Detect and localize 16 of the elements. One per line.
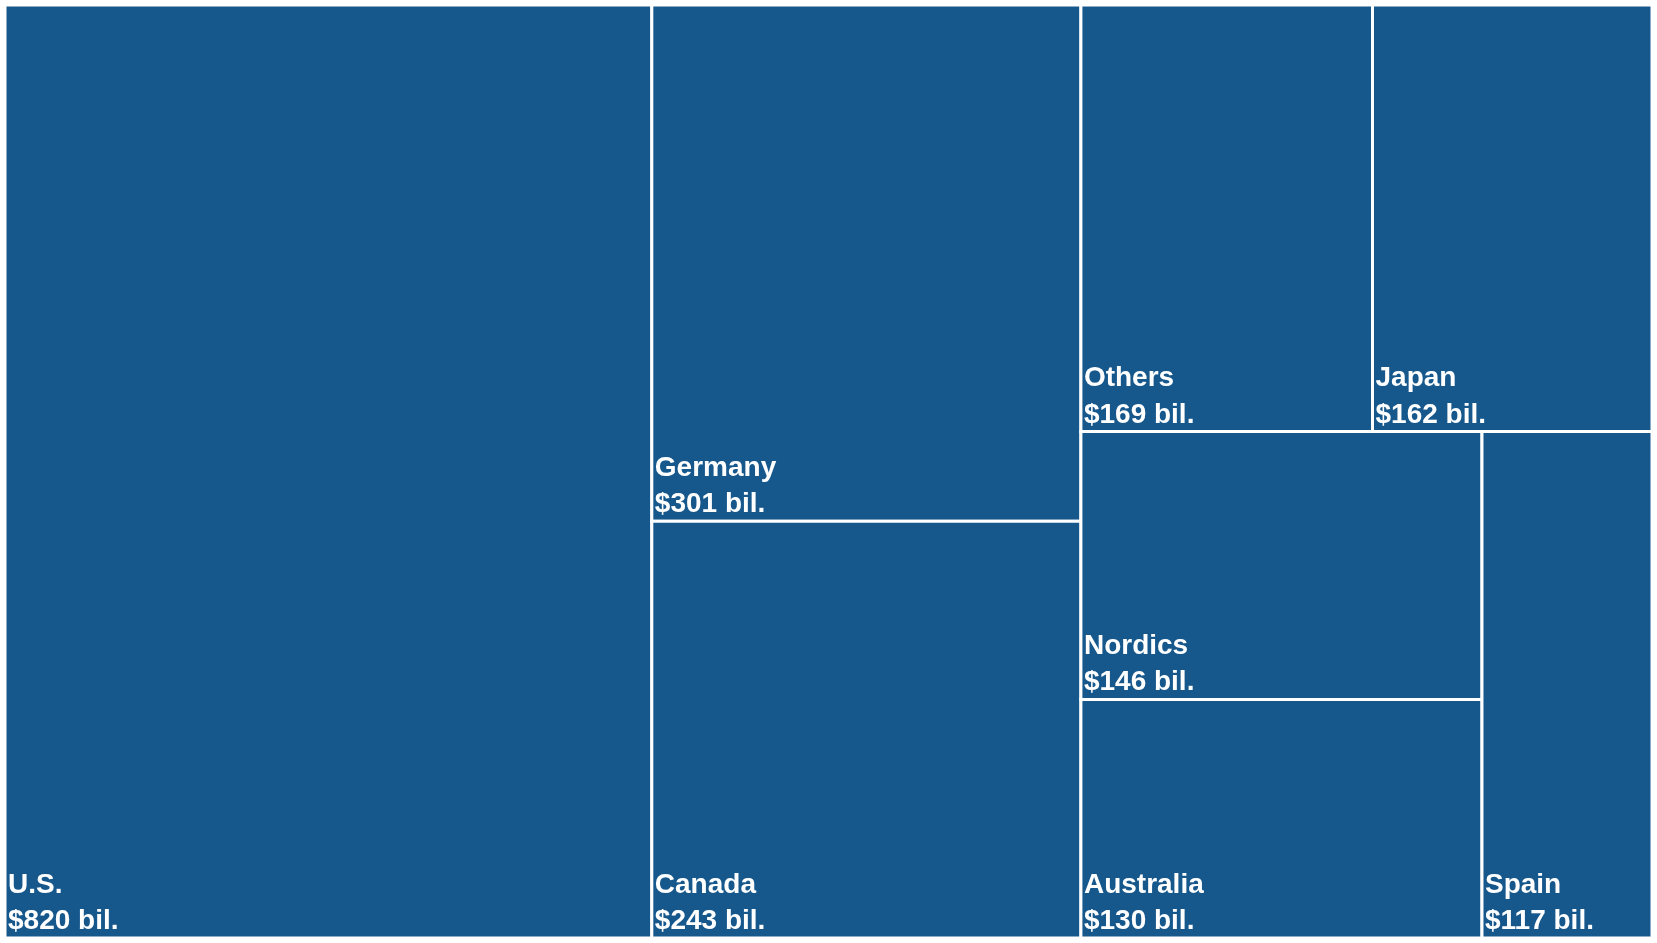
category-label: Nordics <box>1083 629 1189 661</box>
data-label: $146 bil. <box>1083 665 1195 697</box>
category-label: Australia <box>1083 867 1205 899</box>
data-label: $162 bil. <box>1375 397 1487 429</box>
data-label: $117 bil. <box>1484 904 1594 935</box>
category-label: Others <box>1083 361 1175 393</box>
category-label: Germany <box>654 450 777 482</box>
category-label: Japan <box>1375 361 1457 393</box>
data-label: $820 bil. <box>8 904 119 935</box>
category-label: U.S. <box>8 867 63 899</box>
data-label: $169 bil. <box>1083 397 1195 429</box>
data-label: $130 bil. <box>1083 904 1195 935</box>
data-label: $243 bil. <box>654 904 766 935</box>
category-label: Canada <box>654 867 757 899</box>
data-label: $301 bil. <box>654 487 766 519</box>
category-label: Spain <box>1484 867 1562 899</box>
